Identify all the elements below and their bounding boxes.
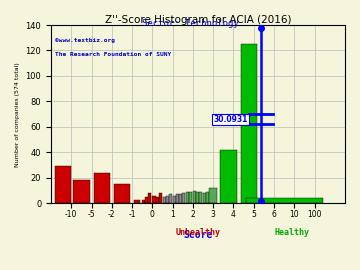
Bar [166, 196, 169, 203]
Text: ©www.textbiz.org: ©www.textbiz.org [55, 38, 115, 43]
X-axis label: Score: Score [183, 230, 213, 240]
Bar [163, 197, 166, 203]
Bar [173, 196, 176, 203]
Text: The Research Foundation of SUNY: The Research Foundation of SUNY [55, 52, 171, 57]
Bar [153, 196, 156, 203]
Bar [176, 194, 179, 203]
Bar [182, 193, 185, 203]
Bar [145, 197, 148, 203]
Bar [169, 194, 172, 203]
Bar [148, 193, 152, 203]
Bar [142, 200, 145, 203]
Bar [186, 192, 189, 203]
Title: Z''-Score Histogram for ACIA (2016): Z''-Score Histogram for ACIA (2016) [105, 15, 291, 25]
Bar [114, 184, 130, 203]
Bar [246, 198, 323, 203]
Bar [179, 194, 182, 203]
Bar [94, 173, 110, 203]
Bar [73, 180, 90, 203]
Bar [156, 197, 159, 203]
Text: Unhealthy: Unhealthy [176, 228, 221, 237]
Y-axis label: Number of companies (574 total): Number of companies (574 total) [15, 62, 20, 167]
Text: Healthy: Healthy [275, 228, 310, 237]
Bar [203, 193, 206, 203]
Bar [209, 188, 217, 203]
Bar [196, 192, 199, 203]
Bar [240, 44, 257, 203]
Text: 30.0931: 30.0931 [213, 115, 248, 124]
Text: Sector: Technology: Sector: Technology [143, 19, 239, 28]
Bar [220, 150, 237, 203]
Bar [199, 192, 202, 203]
Bar [55, 166, 71, 203]
Bar [134, 200, 140, 203]
Bar [193, 191, 196, 203]
Bar [206, 192, 209, 203]
Bar [189, 192, 192, 203]
Bar [159, 193, 162, 203]
